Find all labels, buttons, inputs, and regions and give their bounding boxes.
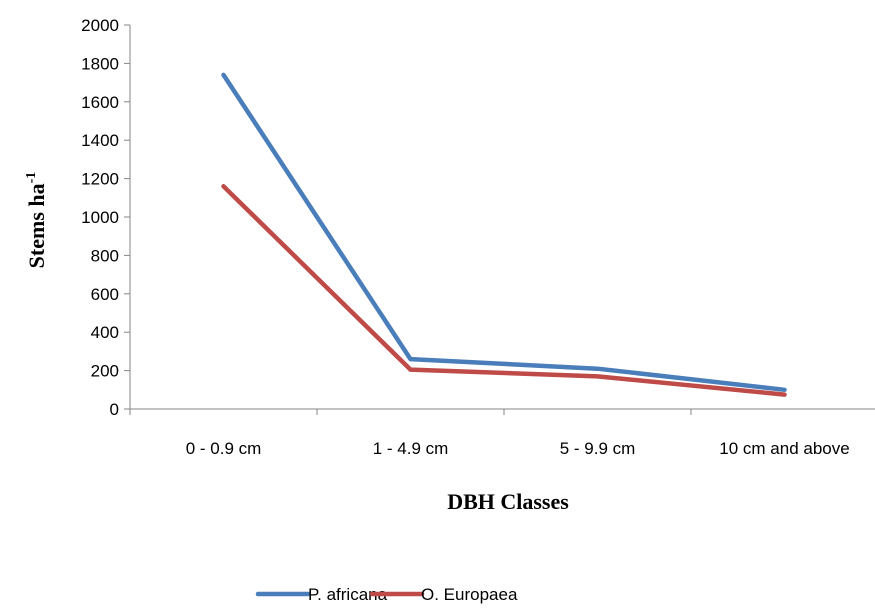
y-axis-title-superscript: -1 xyxy=(24,172,39,184)
y-tick-label: 1800 xyxy=(81,54,119,73)
x-axis: 0 - 0.9 cm 1 - 4.9 cm 5 - 9.9 cm 10 cm and … xyxy=(129,408,875,458)
y-axis-title: Stems ha-1 xyxy=(24,172,49,269)
series-layer xyxy=(221,72,787,397)
x-tick-label: 10 cm and above xyxy=(719,439,849,458)
y-tick-label: 1600 xyxy=(81,93,119,112)
x-tick-label: 0 - 0.9 cm xyxy=(186,439,262,458)
series-line-2 xyxy=(221,184,787,397)
y-tick-label: 600 xyxy=(91,285,119,304)
y-tick-label: 1000 xyxy=(81,208,119,227)
legend-label-1: P. africana xyxy=(308,585,388,604)
x-tick-label: 1 - 4.9 cm xyxy=(373,439,449,458)
y-axis-title-main: Stems ha xyxy=(24,183,49,268)
legend-label-2: O. Europaea xyxy=(421,585,518,604)
y-tick-label: 800 xyxy=(91,246,119,265)
x-tick-label: 5 - 9.9 cm xyxy=(560,439,636,458)
legend: P. africana O. Europaea xyxy=(255,585,518,604)
y-tick-label: 2000 xyxy=(81,16,119,35)
series-line-1 xyxy=(221,72,787,393)
y-tick-label: 200 xyxy=(91,362,119,381)
y-tick-label: 1200 xyxy=(81,170,119,189)
y-tick-label: 1400 xyxy=(81,131,119,150)
y-tick-label: 400 xyxy=(91,323,119,342)
x-axis-title: DBH Classes xyxy=(447,489,569,514)
y-tick-label: 0 xyxy=(110,400,119,419)
y-axis: 0 200 400 600 800 1000 1200 1400 1600 1800 2000 xyxy=(81,16,131,419)
